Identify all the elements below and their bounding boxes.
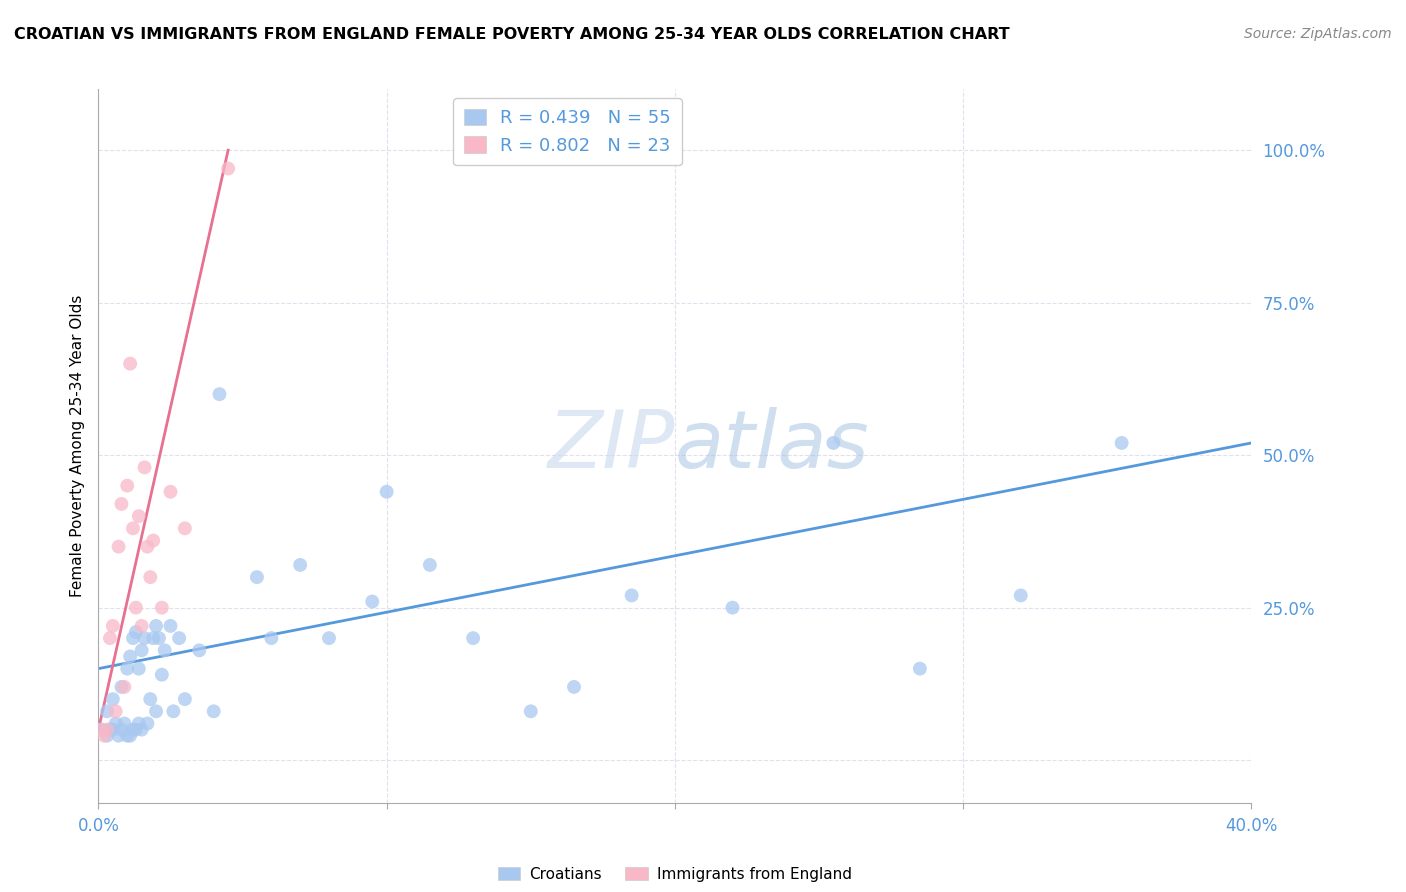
Point [110, 497, 132, 511]
Point [159, 619, 181, 633]
Point [128, 716, 150, 731]
Point [112, 716, 135, 731]
Point [134, 460, 156, 475]
Point [120, 357, 142, 371]
Point [112, 680, 135, 694]
Point [318, 631, 340, 645]
Point [142, 631, 165, 645]
Point [520, 704, 543, 718]
Point [104, 704, 127, 718]
Point [162, 704, 184, 718]
Point [167, 631, 190, 645]
Point [131, 619, 153, 633]
Text: atlas: atlas [675, 407, 870, 485]
Point [131, 723, 153, 737]
Point [110, 680, 132, 694]
Y-axis label: Female Poverty Among 25-34 Year Olds: Female Poverty Among 25-34 Year Olds [69, 295, 84, 597]
Legend: Croatians, Immigrants from England: Croatians, Immigrants from England [492, 861, 858, 888]
Point [136, 716, 159, 731]
Point [620, 589, 643, 603]
Point [562, 680, 585, 694]
Point [93, 729, 115, 743]
Point [122, 631, 145, 645]
Point [150, 600, 173, 615]
Point [419, 558, 441, 572]
Point [98, 631, 121, 645]
Point [101, 619, 124, 633]
Point [120, 729, 142, 743]
Point [120, 649, 142, 664]
Point [98, 723, 121, 737]
Point [217, 161, 239, 176]
Point [96, 723, 118, 737]
Point [125, 723, 148, 737]
Point [202, 704, 225, 718]
Point [125, 625, 148, 640]
Point [96, 704, 118, 718]
Point [117, 662, 138, 676]
Point [153, 643, 176, 657]
Point [145, 704, 167, 718]
Point [908, 662, 931, 676]
Point [125, 600, 148, 615]
Point [159, 484, 181, 499]
Point [721, 600, 744, 615]
Point [128, 509, 150, 524]
Point [1010, 589, 1032, 603]
Point [188, 643, 211, 657]
Point [134, 631, 156, 645]
Point [104, 716, 127, 731]
Text: ZIP: ZIP [547, 407, 675, 485]
Point [461, 631, 484, 645]
Point [90, 723, 112, 737]
Point [136, 540, 159, 554]
Point [174, 692, 197, 706]
Point [208, 387, 231, 401]
Point [122, 723, 145, 737]
Point [1111, 436, 1133, 450]
Point [107, 729, 129, 743]
Point [148, 631, 170, 645]
Point [101, 723, 124, 737]
Point [375, 484, 398, 499]
Point [110, 723, 132, 737]
Text: CROATIAN VS IMMIGRANTS FROM ENGLAND FEMALE POVERTY AMONG 25-34 YEAR OLDS CORRELA: CROATIAN VS IMMIGRANTS FROM ENGLAND FEMA… [14, 27, 1010, 42]
Point [117, 478, 138, 492]
Point [823, 436, 845, 450]
Point [96, 729, 118, 743]
Point [122, 521, 145, 535]
Point [107, 540, 129, 554]
Point [290, 558, 312, 572]
Point [139, 692, 162, 706]
Point [150, 667, 173, 681]
Point [128, 662, 150, 676]
Point [260, 631, 283, 645]
Point [131, 643, 153, 657]
Point [90, 723, 112, 737]
Point [139, 570, 162, 584]
Point [361, 594, 384, 608]
Point [101, 692, 124, 706]
Point [145, 619, 167, 633]
Text: Source: ZipAtlas.com: Source: ZipAtlas.com [1244, 27, 1392, 41]
Point [174, 521, 197, 535]
Point [142, 533, 165, 548]
Point [246, 570, 269, 584]
Point [117, 729, 138, 743]
